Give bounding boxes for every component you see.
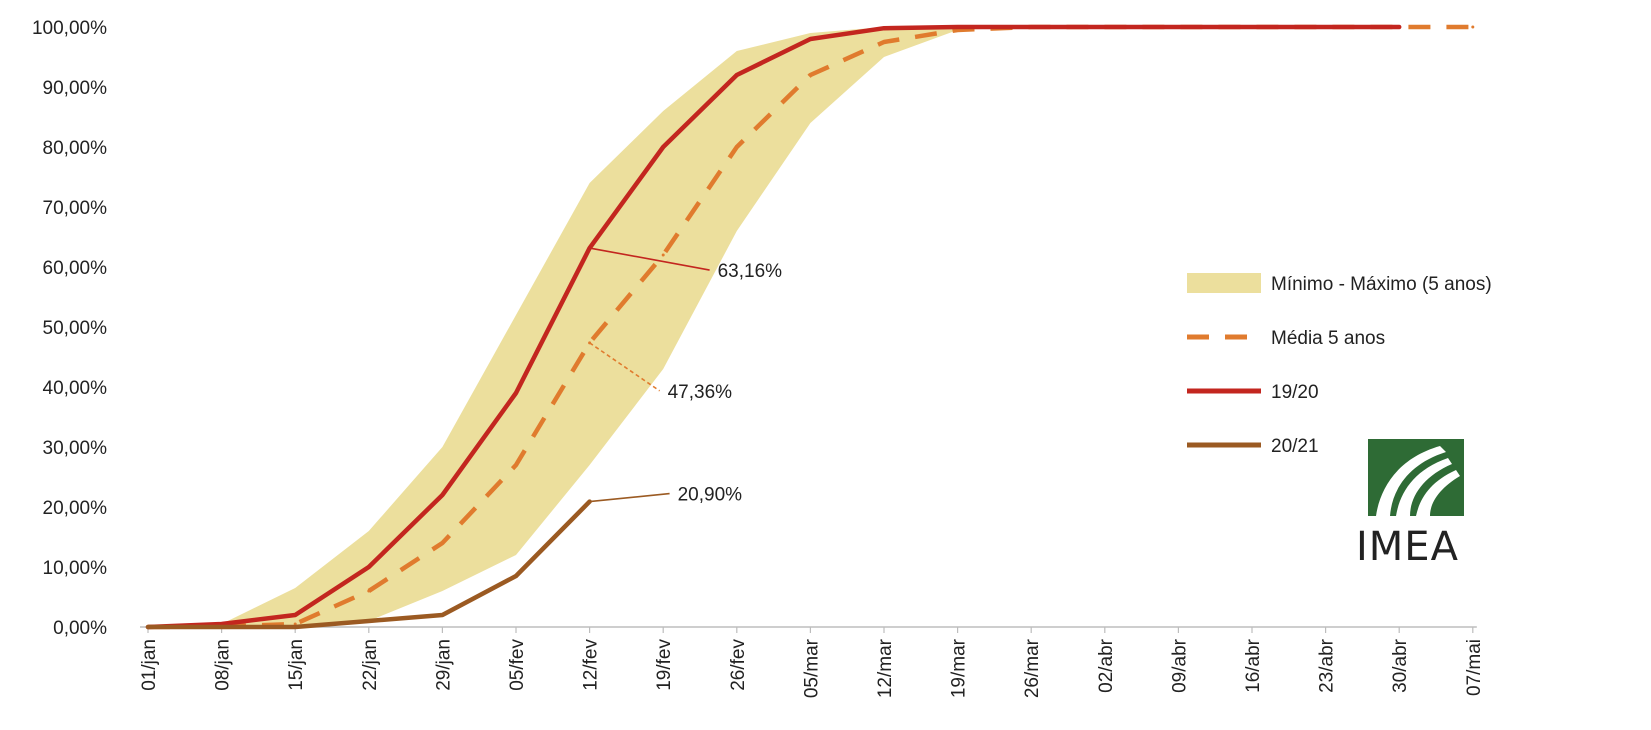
series-line-19-20 [145,24,1402,630]
series-point [440,493,444,497]
x-tick-label: 05/mar [801,638,822,698]
series-point [1471,25,1475,29]
series-point [293,625,297,629]
legend-swatch-band [1187,273,1261,293]
y-tick-label: 20,00% [43,498,108,519]
x-tick-label: 09/abr [1169,638,1190,693]
series-layer [145,24,1475,630]
annotation-label: 20,90% [678,485,743,506]
series-point [514,574,518,578]
x-tick-label: 19/fev [654,639,675,691]
x-tick-label: 23/abr [1317,638,1338,693]
x-tick-label: 05/fev [507,639,528,691]
annotation-leader [589,492,670,503]
series-point [1103,25,1107,29]
series-point [293,613,297,617]
y-tick-label: 30,00% [43,438,108,459]
series-point [735,145,739,149]
x-tick-label: 02/abr [1096,638,1117,693]
series-point [808,37,812,41]
y-tick-label: 40,00% [43,378,108,399]
series-point [1397,25,1401,29]
series-point [440,541,444,545]
x-tick-label: 26/mar [1022,638,1043,698]
x-tick-label: 19/mar [949,638,970,698]
annotation-label: 63,16% [718,261,783,282]
series-point [440,613,444,617]
x-tick-label: 22/jan [360,639,381,691]
band-layer [148,27,1400,627]
x-tick-label: 26/fev [728,639,749,691]
y-tick-label: 50,00% [43,318,108,339]
legend-label: Média 5 anos [1271,328,1385,349]
axis-layer: 0,00% 10,00% 20,00% 30,00% 40,00% 50,00% 60,00… [32,18,1485,698]
series-point [956,25,960,29]
y-tick-label: 80,00% [43,138,108,159]
y-tick-label: 100,00% [32,18,107,39]
x-tick-label: 30/abr [1390,638,1411,693]
series-point [1029,25,1033,29]
x-tick-label: 16/abr [1243,638,1264,693]
annotation-label: 47,36% [668,382,733,403]
series-point [808,73,812,77]
x-tick-label: 12/mar [875,638,896,698]
band-min-max-area [148,27,1400,627]
annotation-leader [589,247,710,271]
series-point [661,253,665,257]
series-point [514,463,518,467]
series-point [220,625,224,629]
y-tick-label: 70,00% [43,198,108,219]
series-point [1176,25,1180,29]
series-point [661,145,665,149]
series-point [367,565,371,569]
logo-stripe [1376,446,1446,516]
logo-text: IMEA [1356,524,1459,570]
legend: Mínimo - Máximo (5 anos) Média 5 anos 19/2… [1187,273,1492,457]
series-point [882,26,886,30]
x-tick-label: 12/fev [581,639,602,691]
series-point [1324,25,1328,29]
series-point [1250,25,1254,29]
annotation-leader [589,342,661,392]
x-tick-label: 01/jan [139,639,160,691]
x-tick-label: 29/jan [433,639,454,691]
x-tick-label: 07/mai [1464,639,1485,696]
y-tick-label: 0,00% [53,618,107,639]
x-tick-label: 15/jan [286,639,307,691]
y-tick-label: 60,00% [43,258,108,279]
series-point [882,40,886,44]
logo-stripe [1416,470,1460,516]
series-point [146,625,150,629]
imea-logo: IMEA [1356,439,1464,570]
series-point [367,619,371,623]
series-point [735,73,739,77]
logo-stripe [1396,458,1452,516]
y-tick-label: 10,00% [43,558,108,579]
annotation-layer: 63,16% 47,36% 20,90% [589,247,783,506]
series-point [514,391,518,395]
legend-label: Mínimo - Máximo (5 anos) [1271,274,1492,295]
legend-label: 19/20 [1271,382,1319,403]
legend-label: 20/21 [1271,436,1319,457]
series-point [367,589,371,593]
x-tick-label: 08/jan [213,639,234,691]
y-tick-label: 90,00% [43,78,108,99]
